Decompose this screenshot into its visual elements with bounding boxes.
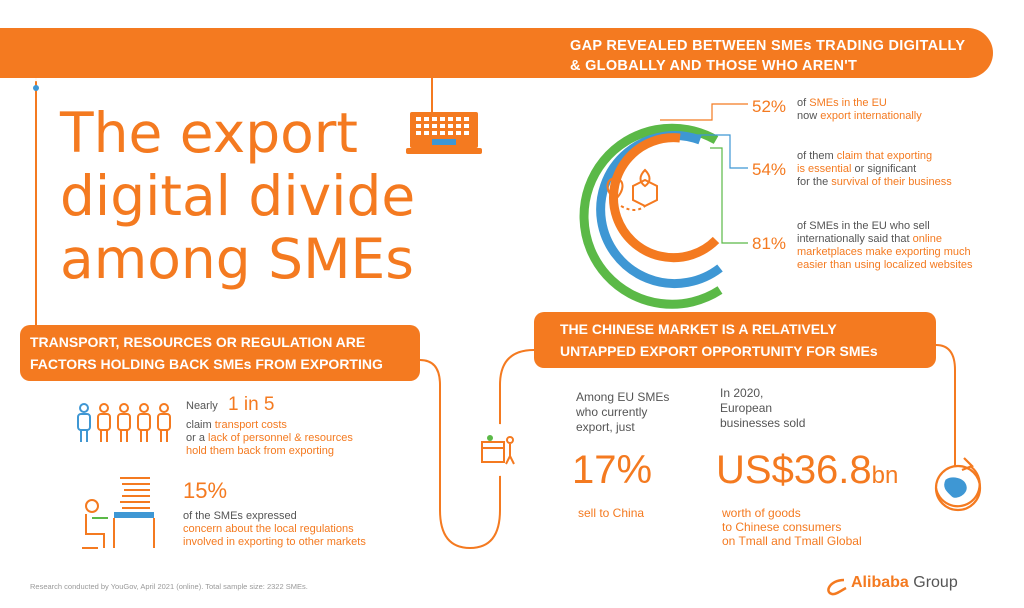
stat-81-line2-hl: online (912, 233, 942, 245)
stat-15-value: 15% (183, 478, 228, 503)
shop-people-icon (472, 424, 524, 476)
stat-54-line1: of them (797, 150, 837, 162)
stat-17-line2: who currently (576, 405, 648, 419)
brand-group: Group (913, 574, 958, 591)
stat-15-line1: of the SMEs expressed (183, 510, 297, 522)
stat-1in5-desc: claim transport costs or a lack of perso… (186, 419, 353, 458)
stat-17-value: 17% (572, 448, 653, 492)
stat-54-line3-a: for the (797, 176, 832, 188)
stat-52-text-a: of (797, 97, 810, 109)
chinese-market-banner (534, 312, 936, 368)
stat-54-line2-b: or significant (851, 163, 917, 175)
stat-36-cap3: on Tmall and Tmall Global (722, 534, 862, 548)
laptop-icon (406, 112, 482, 154)
stat-17-line3: export, just (576, 420, 635, 434)
desk-worker-icon (82, 477, 155, 549)
stat-15-desc: of the SMEs expressed concern about the … (183, 510, 366, 549)
brand-logo: Alibaba Group (825, 574, 958, 592)
stat-36-line1: In 2020, (720, 386, 764, 400)
location-box-icon (606, 168, 658, 211)
stat-81: 81% (752, 234, 786, 254)
stat-36-intro: In 2020, European businesses sold (720, 386, 805, 431)
top-banner-line-2: & GLOBALLY AND THOSE WHO AREN'T (570, 58, 858, 74)
stat-81-line1: of SMEs in the EU who sell (797, 220, 930, 232)
stat-36-amount: US$36.8 (716, 448, 872, 492)
stat-52: 52% (752, 97, 786, 117)
top-banner-line-1: GAP REVEALED BETWEEN SMEs TRADING DIGITA… (570, 38, 966, 54)
stat-81-desc: of SMEs in the EU who sell international… (797, 220, 973, 272)
top-banner-heading: GAP REVEALED BETWEEN SMEs TRADING DIGITA… (570, 36, 990, 76)
main-title: The export digital divide among SMEs (60, 102, 480, 291)
stat-52-line2-hl: export internationally (820, 110, 922, 122)
stat-54-value: 54% (752, 160, 787, 179)
stat-36-value: US$36.8bn (716, 448, 898, 493)
stat-1in5-prefix: Nearly (186, 400, 218, 412)
connector-line-right (935, 344, 956, 470)
stat-1in5-line1-hl: transport costs (214, 419, 287, 431)
ring-orange-52 (609, 133, 720, 263)
title-line-1: The export (60, 101, 358, 165)
stat-81-line3-hl: marketplaces make exporting much (797, 246, 971, 258)
stat-54-line2-hl: is essential (797, 163, 852, 175)
transport-line-1: TRANSPORT, RESOURCES OR REGULATION ARE (30, 334, 366, 350)
stat-36-line2: European (720, 401, 773, 415)
title-line-2: digital divide (60, 164, 416, 228)
stat-52-desc: of SMEs in the EU now export internation… (797, 97, 922, 123)
stat-17-line1: Among EU SMEs (576, 390, 670, 404)
transport-banner (20, 325, 420, 381)
title-line-3: among SMEs (60, 227, 414, 291)
top-banner (0, 28, 993, 78)
transport-banner-heading: TRANSPORT, RESOURCES OR REGULATION ARE F… (30, 331, 420, 375)
stat-1in5-line1-a: claim (186, 419, 215, 431)
stat-36-cap2: to Chinese consumers (722, 520, 842, 534)
stat-36-cap1: worth of goods (722, 506, 801, 520)
stat-15-line3-hl: involved in exporting to other markets (183, 536, 366, 548)
connector-line-middle (419, 349, 535, 550)
stat-36-caption: worth of goods to Chinese consumers on T… (722, 506, 862, 548)
stat-52-line2-a: now (797, 110, 821, 122)
stat-81-line4-hl: easier than using localized websites (797, 259, 973, 271)
ring-green-81 (579, 123, 723, 309)
chinese-market-heading: THE CHINESE MARKET IS A RELATIVELY UNTAP… (560, 318, 930, 362)
stat-1in5-line2-a: or a (186, 432, 209, 444)
chinese-line-2: UNTAPPED EXPORT OPPORTUNITY FOR SMEs (560, 343, 878, 359)
stat-54-line3-hl: survival of their business (831, 176, 952, 188)
stat-81-line2-a: internationally said that (797, 233, 913, 245)
chinese-line-1: THE CHINESE MARKET IS A RELATIVELY (560, 321, 837, 337)
stat-81-value: 81% (752, 234, 787, 253)
stat-54-line1-hl: claim that exporting (836, 150, 933, 162)
stat-15-line2-hl: concern about the local regulations (183, 523, 354, 535)
people-icons (77, 403, 171, 442)
stat-36-unit: bn (871, 462, 899, 489)
stat-36-line3: businesses sold (720, 416, 806, 430)
stat-17-caption: sell to China (578, 506, 645, 520)
stat-1in5-value: 1 in 5 (228, 394, 275, 415)
ring-chart (579, 103, 748, 309)
stat-54-desc: of them claim that exporting is essentia… (797, 150, 952, 189)
stat-1in5-line2-hl: lack of personnel & resources (208, 432, 353, 444)
stat-1in5-line3-hl: hold them back from exporting (186, 445, 334, 457)
transport-line-2: FACTORS HOLDING BACK SMEs FROM EXPORTING (30, 356, 383, 372)
globe-icon (934, 457, 982, 512)
footer-research-note: Research conducted by YouGov, April 2021… (30, 582, 308, 591)
stat-52-value: 52% (752, 97, 787, 116)
stat-17-intro: Among EU SMEs who currently export, just (576, 390, 669, 435)
brand-name: Alibaba (851, 574, 909, 591)
alibaba-logo-icon (827, 578, 847, 596)
stat-52-hl: SMEs in the EU (809, 97, 887, 109)
stat-54: 54% (752, 160, 786, 180)
